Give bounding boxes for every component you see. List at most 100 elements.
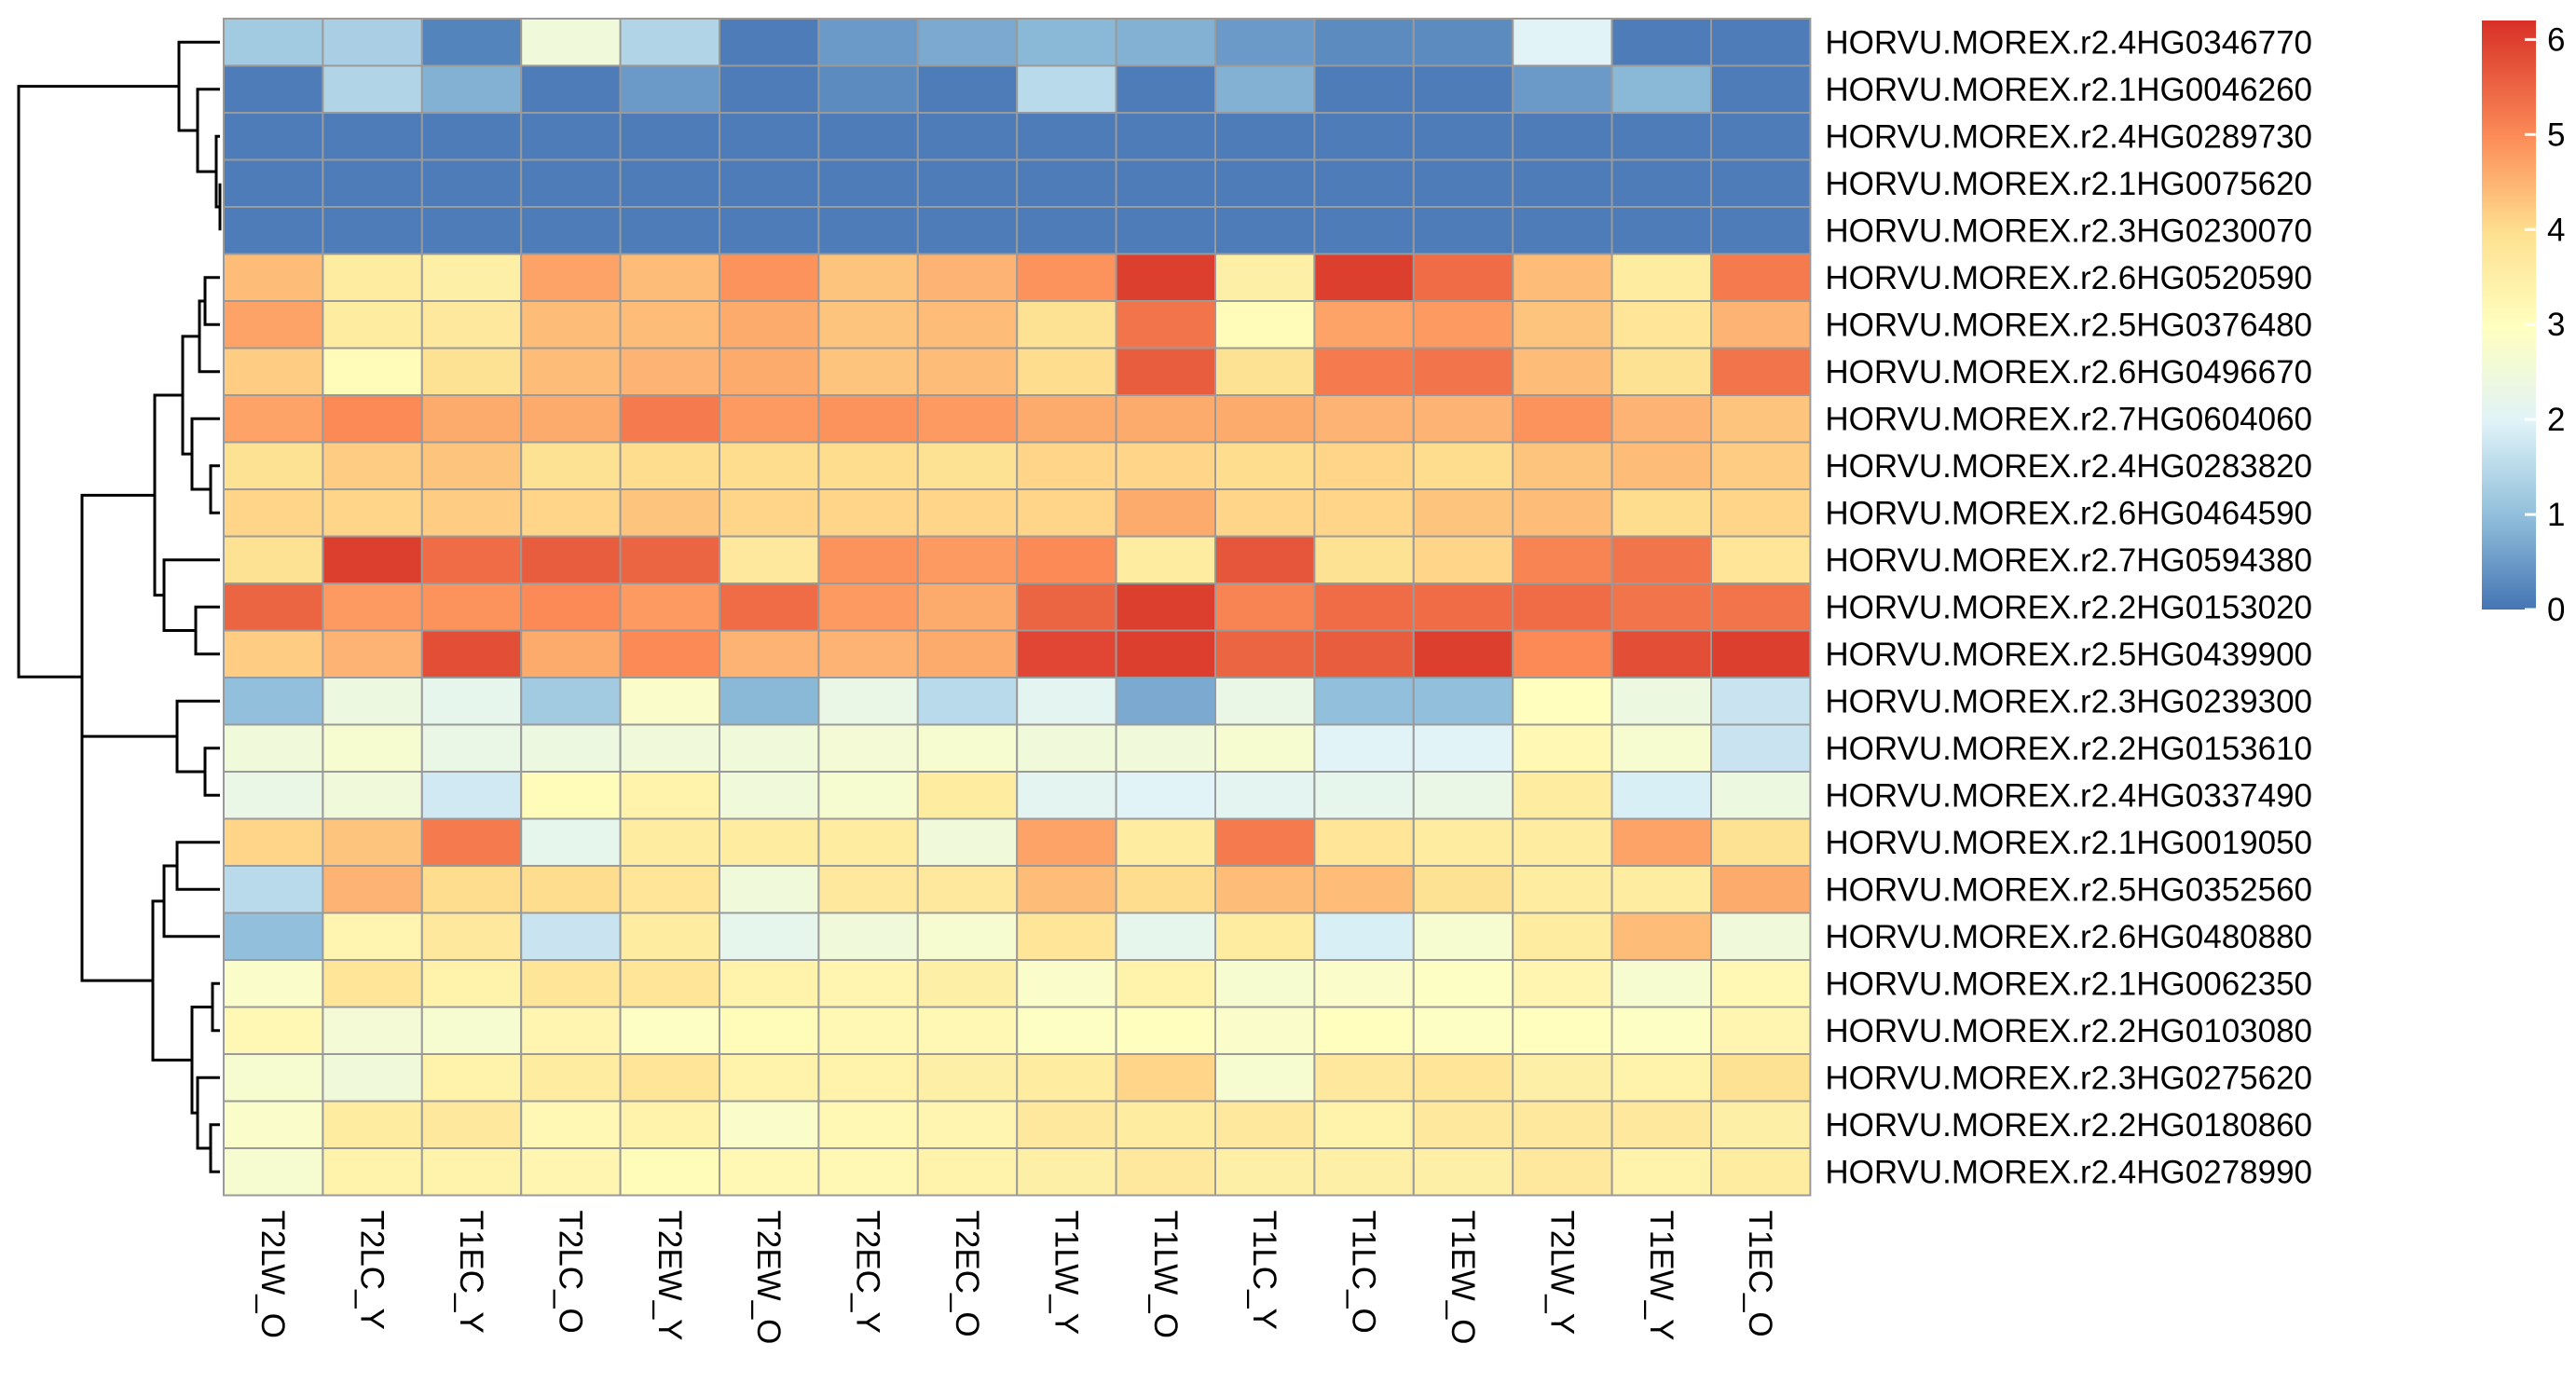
dendrogram-branch (177, 40, 220, 132)
heatmap-cell (1016, 253, 1117, 302)
heatmap-cell (1710, 535, 1812, 584)
heatmap-cell (1016, 1006, 1117, 1055)
heatmap-cell (223, 677, 324, 726)
heatmap-cell (1313, 300, 1415, 350)
heatmap-cell (719, 1053, 820, 1103)
heatmap-cell (1610, 441, 1712, 490)
heatmap-cell (1115, 300, 1216, 350)
heatmap-cell (1214, 723, 1316, 773)
heatmap-cell (1115, 1053, 1216, 1103)
heatmap-cell (1412, 253, 1514, 302)
heatmap-cell (420, 253, 523, 302)
heatmap-cell (1214, 629, 1316, 678)
heatmap-cell (1412, 582, 1514, 632)
column-label: T1EW_O (1445, 1211, 1481, 1345)
heatmap-cell (520, 1006, 622, 1055)
heatmap-cell (420, 112, 523, 161)
heatmap-cell (1313, 1100, 1415, 1149)
heatmap-cell (817, 441, 919, 490)
heatmap-cell (420, 300, 523, 350)
heatmap-cell (719, 817, 820, 867)
heatmap-cell (916, 1147, 1019, 1197)
heatmap-cell (1710, 300, 1812, 350)
heatmap-cell (223, 158, 324, 208)
heatmap-cell (817, 959, 919, 1008)
heatmap-cell (223, 1100, 324, 1149)
heatmap-cell (619, 441, 720, 490)
dendrogram-branch (203, 276, 220, 326)
heatmap-cell (719, 629, 820, 678)
heatmap-cell (1710, 488, 1812, 538)
heatmap-cell (1313, 394, 1415, 444)
heatmap-cell (619, 347, 720, 396)
heatmap-cell (1512, 959, 1613, 1008)
heatmap-cell (223, 865, 324, 914)
heatmap-cell (1512, 817, 1613, 867)
heatmap-cell (420, 347, 523, 396)
heatmap-cell (1016, 300, 1117, 350)
heatmap-cell (1512, 158, 1613, 208)
heatmap-cell (1512, 488, 1613, 538)
dendrogram-branch (209, 1123, 220, 1173)
heatmap-cell (1016, 206, 1117, 255)
heatmap-cell (223, 629, 324, 678)
heatmap-cell (619, 253, 720, 302)
heatmap-cell (1313, 723, 1415, 773)
column-label: T1LC_O (1346, 1211, 1382, 1334)
heatmap-cell (817, 1006, 919, 1055)
heatmap-cell (223, 723, 324, 773)
heatmap-cell (817, 488, 919, 538)
heatmap-cell (322, 1006, 423, 1055)
heatmap-cell (1412, 300, 1514, 350)
heatmap-cell (1412, 18, 1514, 67)
heatmap-cell (1115, 253, 1216, 302)
heatmap-cell (520, 206, 622, 255)
heatmap-cell (223, 535, 324, 584)
heatmap-cell (1214, 441, 1316, 490)
heatmap-cell (719, 64, 820, 114)
heatmap-cell (1610, 535, 1712, 584)
heatmap-cell (420, 959, 523, 1008)
heatmap-cell (1610, 1147, 1712, 1197)
heatmap-cell (1016, 1053, 1117, 1103)
heatmap-cell (1710, 347, 1812, 396)
heatmap-cell (520, 1100, 622, 1149)
heatmap-cell (719, 112, 820, 161)
heatmap-cell (719, 1100, 820, 1149)
heatmap-cell (719, 1006, 820, 1055)
heatmap-cell (1313, 253, 1415, 302)
heatmap-cell (420, 911, 523, 961)
row-label: HORVU.MOREX.r2.2HG0103080 (1825, 1013, 2312, 1049)
heatmap-cell (520, 677, 622, 726)
heatmap-cell (420, 158, 523, 208)
heatmap-cell (1016, 394, 1117, 444)
heatmap-cell (1710, 18, 1812, 67)
legend-tick-label: 5 (2547, 116, 2565, 153)
dendrogram-branch (153, 393, 183, 597)
legend-colorbar (2482, 21, 2536, 610)
heatmap-cell (1115, 771, 1216, 820)
heatmap-cell (1214, 394, 1316, 444)
heatmap-cell (719, 158, 820, 208)
row-label: HORVU.MOREX.r2.4HG0278990 (1825, 1154, 2312, 1190)
heatmap-cell (1412, 771, 1514, 820)
heatmap-cell (1214, 347, 1316, 396)
heatmap-cell (1313, 64, 1415, 114)
heatmap-cell (1214, 64, 1316, 114)
heatmap-cell (1016, 535, 1117, 584)
heatmap-cell (1214, 112, 1316, 161)
heatmap-cell (619, 18, 720, 67)
heatmap-cell (1710, 865, 1812, 914)
heatmap-cell (1512, 677, 1613, 726)
heatmap-cell (1610, 347, 1712, 396)
column-label: T2EW_O (750, 1211, 787, 1345)
row-label: HORVU.MOREX.r2.3HG0230070 (1825, 212, 2312, 249)
row-labels: HORVU.MOREX.r2.4HG0346770 HORVU.MOREX.r2.… (1825, 24, 2312, 1190)
heatmap-cell (1610, 677, 1712, 726)
heatmap-cell (223, 911, 324, 961)
heatmap-cell (520, 771, 622, 820)
heatmap-cell (1610, 911, 1712, 961)
heatmap-cell (1610, 817, 1712, 867)
heatmap-cell (1115, 64, 1216, 114)
